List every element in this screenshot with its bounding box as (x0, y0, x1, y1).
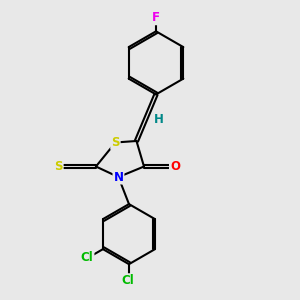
Text: F: F (152, 11, 160, 24)
Text: Cl: Cl (81, 251, 94, 264)
Text: S: S (111, 136, 120, 149)
Text: Cl: Cl (121, 274, 134, 287)
Text: O: O (170, 160, 180, 173)
Text: H: H (154, 113, 164, 126)
Text: S: S (54, 160, 63, 173)
Text: N: N (113, 170, 124, 184)
